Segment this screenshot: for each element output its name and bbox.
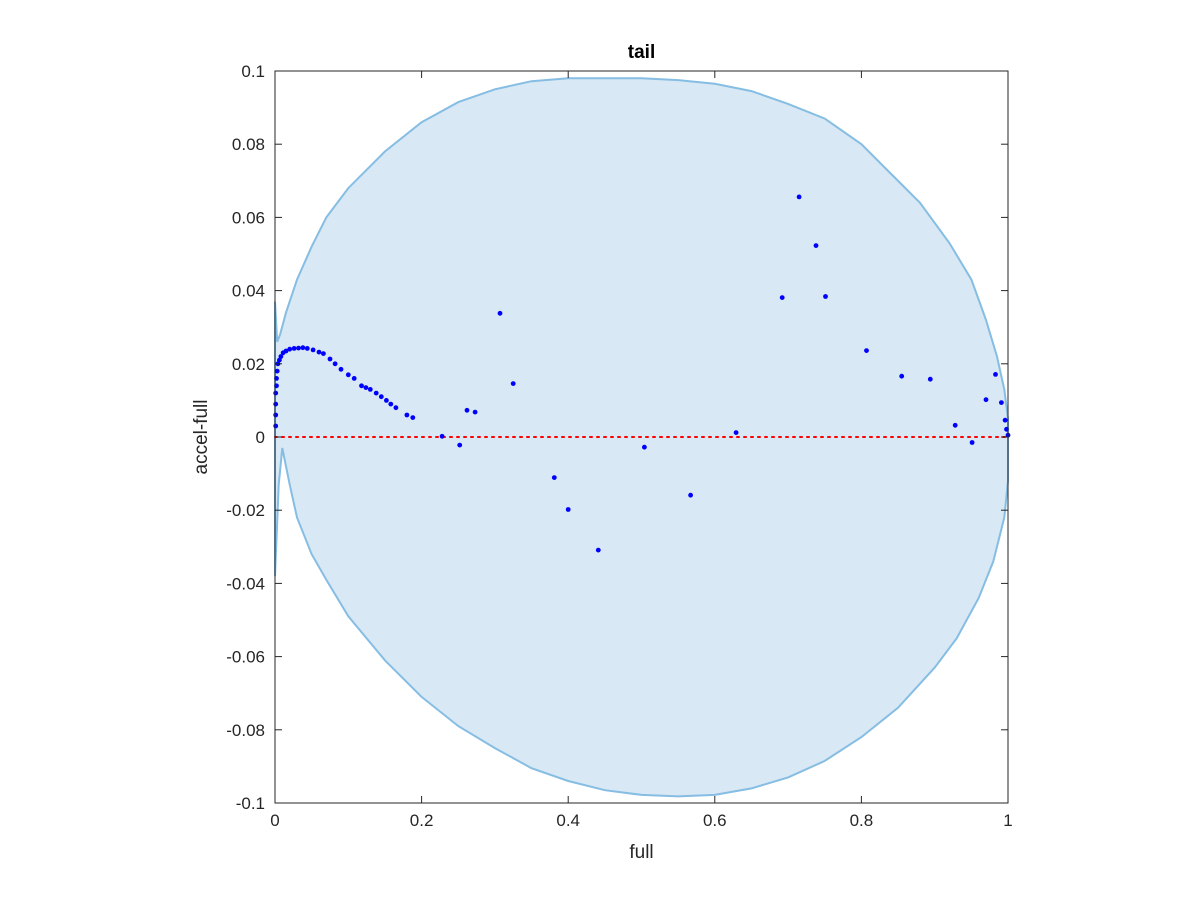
data-point (410, 415, 416, 420)
data-point (367, 387, 373, 392)
data-point (283, 348, 289, 354)
data-point (363, 385, 369, 390)
x-tick-label: 1 (1003, 811, 1012, 830)
data-point (472, 409, 478, 415)
data-point (273, 423, 279, 429)
data-point (291, 346, 297, 351)
y-tick-label: -0.04 (226, 574, 265, 593)
x-tick-label: 0.8 (850, 811, 874, 830)
y-tick-label: -0.06 (226, 648, 265, 667)
data-point (393, 405, 399, 411)
data-point (927, 376, 933, 382)
data-point (273, 412, 279, 418)
data-point (351, 376, 357, 381)
data-point (969, 440, 975, 445)
data-point (273, 390, 279, 396)
data-point (388, 401, 394, 407)
data-point (378, 394, 384, 400)
data-point (373, 390, 379, 396)
data-point (813, 243, 819, 249)
data-point (796, 194, 802, 200)
data-point (273, 401, 279, 407)
data-point (359, 383, 364, 389)
x-axis: 0 0.2 0.4 0.6 0.8 1 (270, 71, 1013, 830)
data-point (899, 373, 905, 379)
data-point (779, 295, 785, 300)
data-point (999, 400, 1004, 405)
data-point (304, 346, 310, 351)
y-tick-label: -0.08 (226, 721, 265, 740)
x-tick-label: 0 (270, 811, 279, 830)
data-point (497, 310, 503, 316)
data-point (300, 345, 306, 351)
data-point (327, 356, 333, 362)
data-point (983, 397, 989, 403)
data-point (296, 345, 301, 351)
x-axis-label: full (629, 842, 653, 863)
data-point (338, 366, 344, 372)
data-point (287, 346, 293, 352)
x-tick-label: 0.6 (703, 811, 727, 830)
x-tick-label: 0.2 (410, 811, 434, 830)
y-tick-label: 0.04 (232, 282, 265, 301)
chart-title: tail (628, 42, 655, 63)
data-point (952, 422, 958, 428)
data-point (1002, 417, 1008, 423)
data-point (993, 372, 998, 377)
y-tick-label: -0.02 (226, 501, 265, 520)
y-tick-label: 0.02 (232, 355, 265, 374)
data-point (595, 547, 601, 553)
data-point (439, 433, 445, 439)
data-point (321, 351, 326, 356)
data-point (565, 507, 571, 512)
data-point (332, 361, 338, 367)
data-point (384, 398, 389, 403)
y-tick-label: 0.06 (232, 208, 265, 227)
y-tick-label: 0.1 (241, 62, 265, 81)
data-point (551, 475, 557, 480)
y-tick-label: 0 (256, 428, 265, 447)
data-point (345, 372, 351, 378)
y-tick-label: 0.08 (232, 135, 265, 154)
x-tick-label: 0.4 (556, 811, 580, 830)
y-axis-label: accel-full (191, 400, 212, 475)
data-point (277, 357, 282, 363)
data-point (316, 349, 322, 355)
y-axis: -0.1 -0.08 -0.06 -0.04 -0.02 0 0.02 0.04 0.06 0.0… (226, 62, 1008, 813)
data-point (823, 294, 828, 299)
data-point (510, 381, 516, 386)
data-point (278, 354, 284, 359)
data-point (274, 368, 280, 374)
data-point (464, 407, 470, 413)
data-point (688, 492, 693, 498)
y-tick-label: -0.1 (236, 794, 265, 813)
data-point (457, 442, 463, 448)
data-point (642, 444, 647, 450)
data-point (404, 412, 410, 418)
data-point (733, 430, 739, 435)
data-point (864, 348, 869, 353)
data-point (310, 347, 316, 353)
